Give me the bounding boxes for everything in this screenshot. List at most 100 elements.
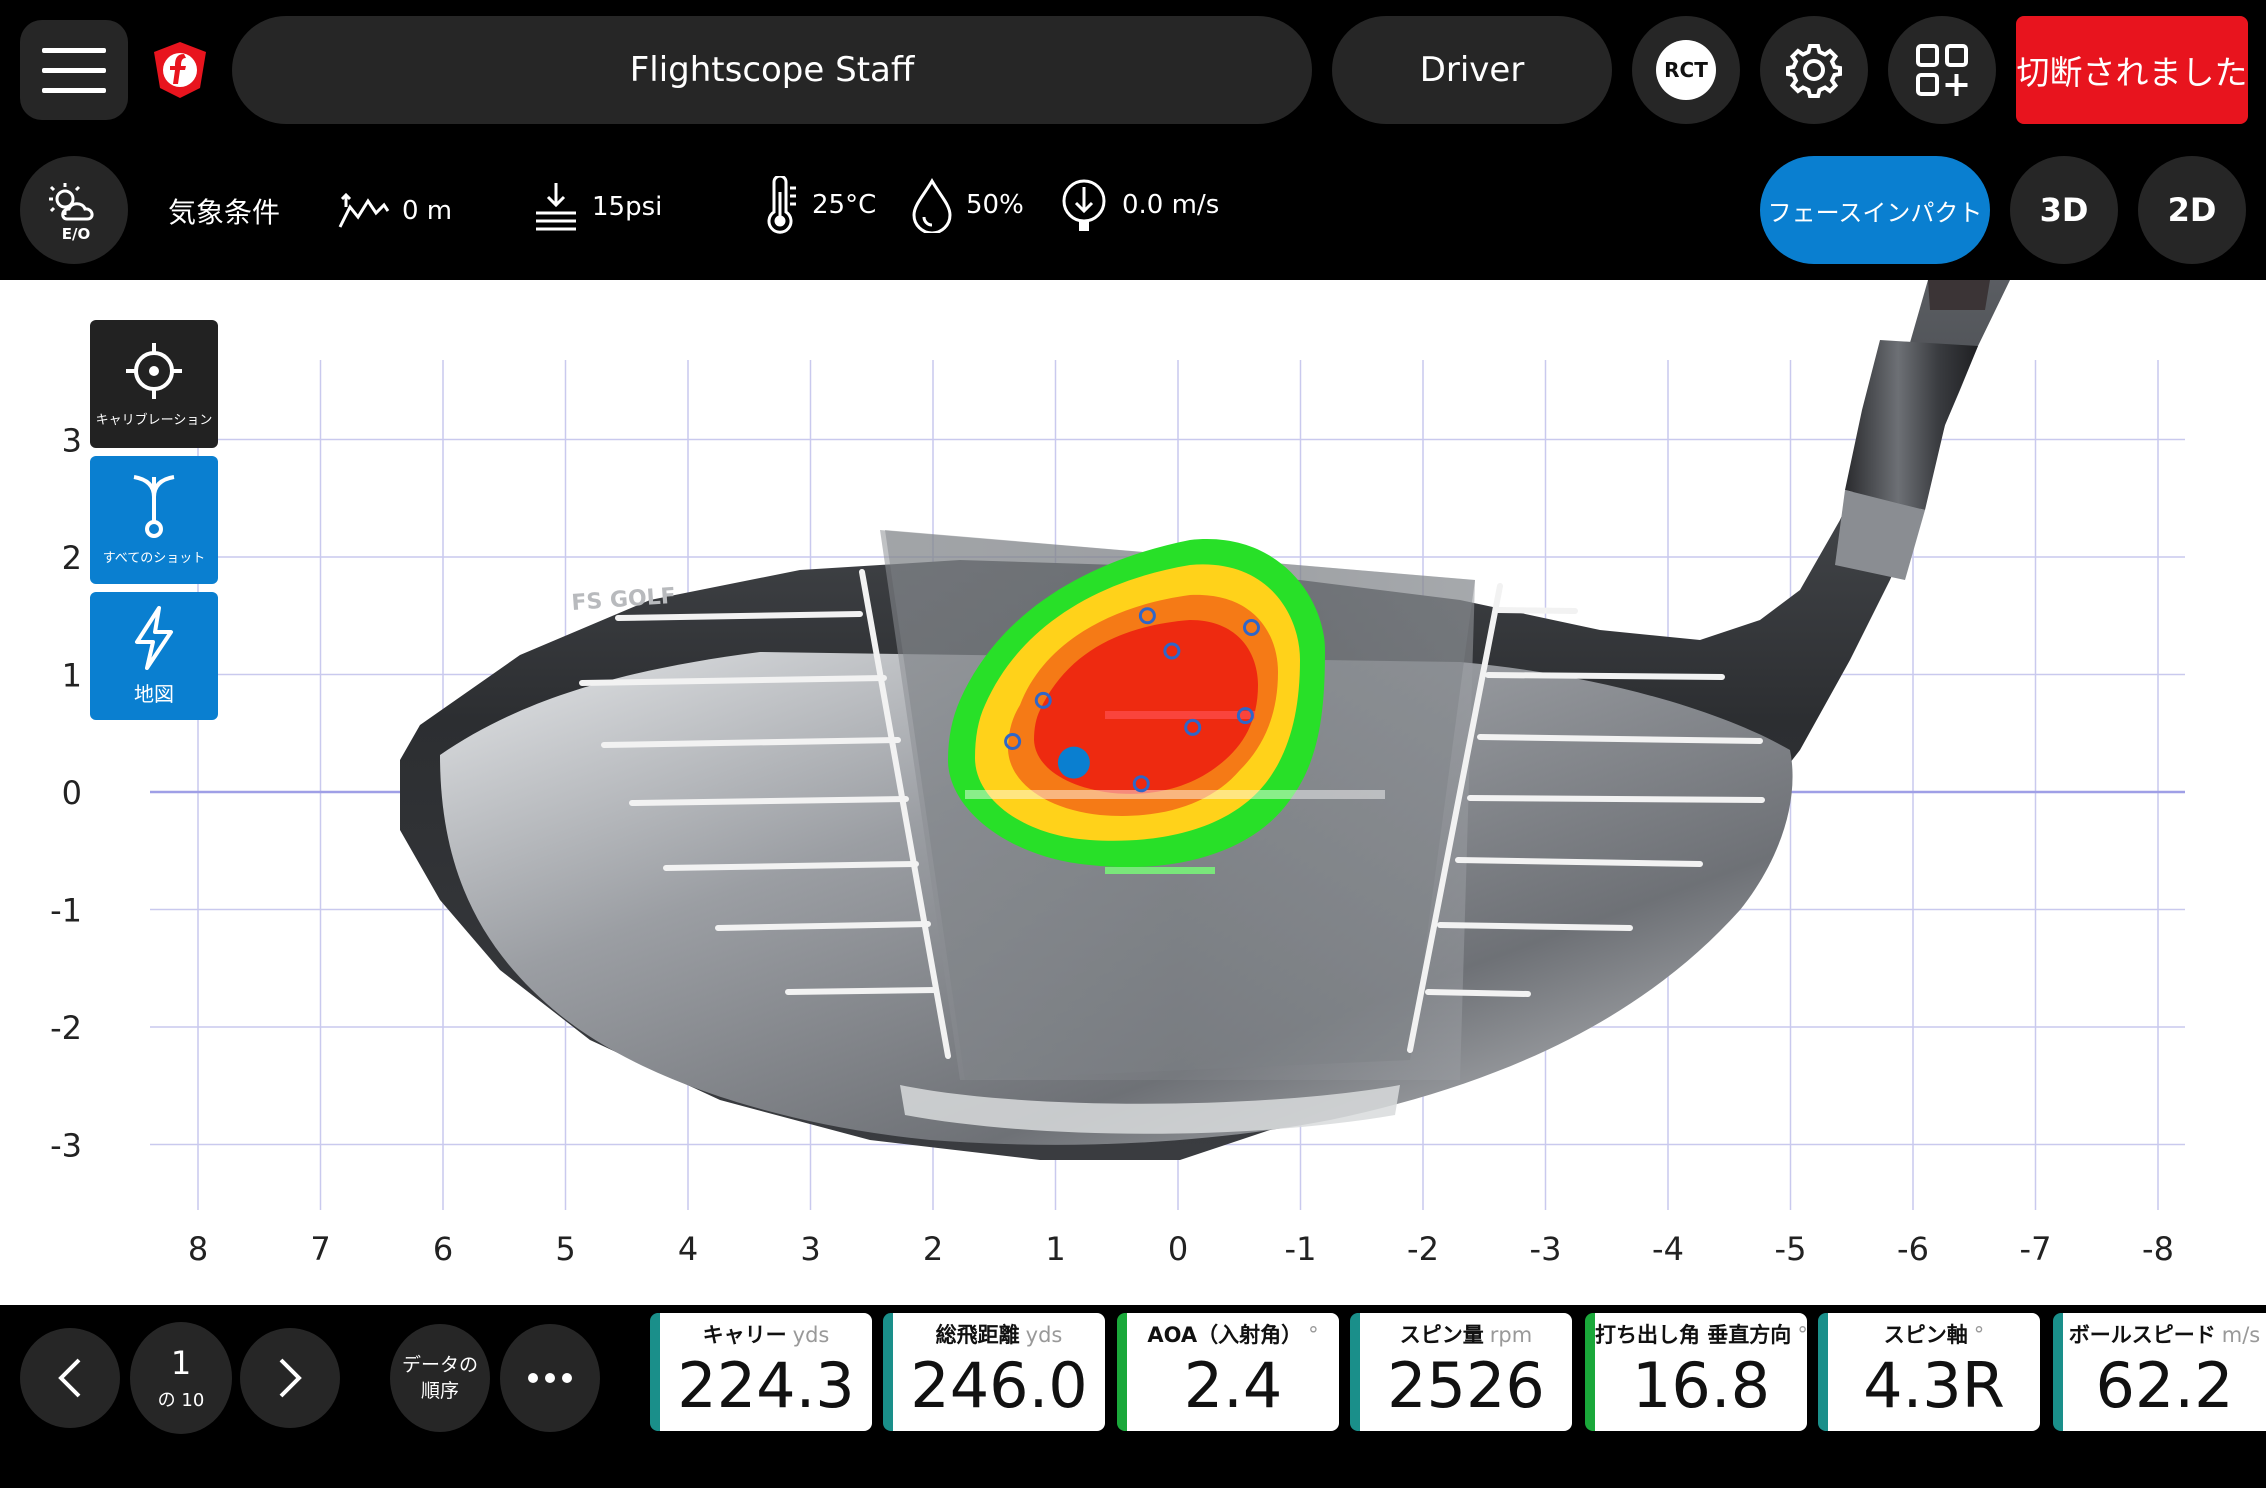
previous-shot-button[interactable] xyxy=(20,1328,120,1428)
face-groove xyxy=(715,921,931,931)
temperature-value: 25°C xyxy=(812,190,877,220)
face-groove xyxy=(1485,672,1725,680)
connection-status-button[interactable]: 切断されました xyxy=(2016,16,2248,124)
all-shots-button[interactable]: すべてのショット xyxy=(90,456,218,584)
metric-unit: ° xyxy=(1973,1323,1985,1347)
player-selector[interactable]: Flightscope Staff xyxy=(232,16,1312,124)
shot-marker[interactable] xyxy=(1034,691,1052,709)
3d-mode-button[interactable]: 3D xyxy=(2010,156,2118,264)
flightscope-logo-icon xyxy=(148,38,212,102)
x-tick-label: 0 xyxy=(1168,1230,1188,1268)
shot-marker[interactable] xyxy=(1138,607,1156,625)
altitude-value: 0 m xyxy=(402,196,453,226)
rct-icon: RCT xyxy=(1656,40,1716,100)
metric-unit: yds xyxy=(1025,1323,1063,1347)
weather-title: 気象条件 xyxy=(168,196,281,229)
metric-card[interactable]: 打ち出し角 垂直方向 ° 16.8 xyxy=(1585,1313,1807,1431)
chevron-left-icon xyxy=(58,1358,81,1398)
shot-markers xyxy=(1004,607,1260,793)
metric-title-text: スピン量 xyxy=(1399,1323,1484,1347)
grid-add-icon xyxy=(1916,44,1968,96)
thermometer-icon xyxy=(767,176,796,234)
humidity-drop-icon xyxy=(912,177,952,233)
metric-title: スピン軸 ° xyxy=(1828,1319,2040,1349)
face-groove xyxy=(1425,989,1531,997)
metric-title-text: 打ち出し角 垂直方向 xyxy=(1595,1323,1792,1347)
next-shot-button[interactable] xyxy=(240,1328,340,1428)
face-impact-mode-button[interactable]: フェースインパクト xyxy=(1760,156,1990,264)
player-name: Flightscope Staff xyxy=(629,50,915,90)
calibration-label: キャリブレーション xyxy=(95,412,213,428)
connection-status-label: 切断されました xyxy=(2016,53,2248,92)
metric-title-text: スピン軸 xyxy=(1883,1323,1968,1347)
shot-marker[interactable] xyxy=(1004,732,1022,750)
x-tick-label: 8 xyxy=(188,1230,208,1268)
metric-unit: ° xyxy=(1308,1323,1319,1347)
metric-card[interactable]: キャリー yds 224.3 xyxy=(650,1313,872,1431)
shot-marker[interactable] xyxy=(1132,775,1150,793)
x-tick-label: 2 xyxy=(923,1230,943,1268)
x-tick-label: -1 xyxy=(1285,1230,1317,1268)
face-groove xyxy=(663,861,919,871)
face-groove xyxy=(601,737,901,748)
x-tick-label: 5 xyxy=(555,1230,575,1268)
current-shot-number: 1 xyxy=(170,1344,192,1382)
metric-title-text: AOA（入射角） xyxy=(1147,1323,1303,1347)
metric-title: キャリー yds xyxy=(660,1319,872,1349)
humidity-value: 50% xyxy=(966,190,1024,220)
data-order-label: データの 順序 xyxy=(401,1354,478,1402)
shot-marker[interactable] xyxy=(1236,707,1254,725)
more-options-button[interactable] xyxy=(500,1324,600,1432)
current-shot-marker[interactable] xyxy=(1057,746,1090,779)
settings-button[interactable] xyxy=(1760,16,1868,124)
calibration-button[interactable]: キャリブレーション xyxy=(90,320,218,448)
face-groove xyxy=(1477,734,1763,744)
environment-button[interactable]: E/O xyxy=(20,156,128,264)
temperature-readout: 25°C xyxy=(760,176,877,234)
face-groove xyxy=(1455,857,1703,867)
y-tick-label: -1 xyxy=(50,892,82,930)
metric-card[interactable]: ボールスピード m/s 62.2 xyxy=(2053,1313,2266,1431)
menu-button[interactable] xyxy=(20,20,128,120)
metric-value: 224.3 xyxy=(677,1349,855,1422)
shot-trace-icon xyxy=(133,474,175,538)
metric-value: 2526 xyxy=(1387,1349,1545,1422)
metric-card[interactable]: AOA（入射角） ° 2.4 xyxy=(1117,1313,1339,1431)
map-button[interactable]: 地図 xyxy=(90,592,218,720)
face-groove xyxy=(615,611,863,621)
hamburger-icon xyxy=(42,48,106,93)
face-groove-edge-right xyxy=(1407,583,1503,1053)
rct-button[interactable]: RCT xyxy=(1632,16,1740,124)
metric-unit: ° xyxy=(1797,1323,1807,1347)
weather-sun-cloud-icon: E/O xyxy=(49,183,94,243)
metric-card[interactable]: スピン量 rpm 2526 xyxy=(1350,1313,1572,1431)
shot-marker[interactable] xyxy=(1184,718,1202,736)
add-widget-button[interactable] xyxy=(1888,16,1996,124)
metric-title: 打ち出し角 垂直方向 ° xyxy=(1595,1319,1807,1349)
metric-title: ボールスピード m/s xyxy=(2063,1319,2266,1349)
face-impact-label: フェースインパクト xyxy=(1767,198,1983,227)
axis-ticks: 8 7 6 5 4 3 2 1 0 -1 -2 -3 -4 -5 -6 -7 -8 3 2 1 0 -1 -2 -3 xyxy=(50,422,2174,1269)
shot-marker[interactable] xyxy=(1163,642,1181,660)
all-shots-label: すべてのショット xyxy=(102,550,206,566)
metric-title: スピン量 rpm xyxy=(1360,1319,1572,1349)
2d-mode-button[interactable]: 2D xyxy=(2138,156,2246,264)
chevron-right-icon xyxy=(279,1358,302,1398)
2d-label: 2D xyxy=(2167,191,2217,229)
club-selector[interactable]: Driver xyxy=(1332,16,1612,124)
x-tick-label: -3 xyxy=(1530,1230,1562,1268)
club-name: Driver xyxy=(1419,50,1525,90)
face-groove xyxy=(579,675,887,686)
data-order-button[interactable]: データの 順序 xyxy=(390,1324,490,1432)
shot-marker[interactable] xyxy=(1243,619,1260,636)
x-tick-label: 7 xyxy=(310,1230,330,1268)
y-tick-label: 1 xyxy=(62,657,82,695)
metric-card[interactable]: スピン軸 ° 4.3R xyxy=(1818,1313,2040,1431)
metric-card[interactable]: 総飛距離 yds 246.0 xyxy=(883,1313,1105,1431)
y-tick-label: 3 xyxy=(62,422,82,460)
wind-direction-icon xyxy=(1062,179,1106,231)
metric-unit: yds xyxy=(792,1323,830,1347)
x-tick-label: -6 xyxy=(1897,1230,1929,1268)
eo-label: E/O xyxy=(62,225,90,243)
altitude-readout: 0 m xyxy=(338,186,452,236)
